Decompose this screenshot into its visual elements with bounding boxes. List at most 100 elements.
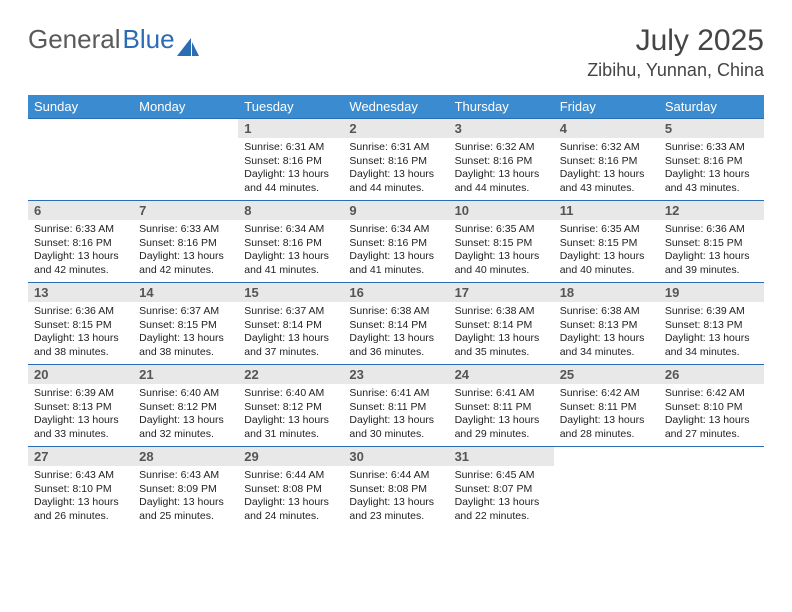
- sunrise-line: Sunrise: 6:41 AM: [349, 387, 442, 401]
- day-number: 23: [343, 365, 448, 384]
- sunrise-line: Sunrise: 6:34 AM: [349, 223, 442, 237]
- day-number: 22: [238, 365, 343, 384]
- sunset-line: Sunset: 8:08 PM: [349, 483, 442, 497]
- daylight-line: Daylight: 13 hours and 44 minutes.: [455, 168, 548, 195]
- day-number: 18: [554, 283, 659, 302]
- sunset-line: Sunset: 8:16 PM: [349, 237, 442, 251]
- calendar-row: 27Sunrise: 6:43 AMSunset: 8:10 PMDayligh…: [28, 447, 764, 529]
- weekday-header: Tuesday: [238, 95, 343, 119]
- sunrise-line: Sunrise: 6:43 AM: [34, 469, 127, 483]
- calendar-cell: 29Sunrise: 6:44 AMSunset: 8:08 PMDayligh…: [238, 447, 343, 529]
- sunset-line: Sunset: 8:14 PM: [455, 319, 548, 333]
- sunrise-line: Sunrise: 6:32 AM: [560, 141, 653, 155]
- sunrise-line: Sunrise: 6:39 AM: [665, 305, 758, 319]
- daylight-line: Daylight: 13 hours and 43 minutes.: [665, 168, 758, 195]
- day-number: 20: [28, 365, 133, 384]
- daylight-line: Daylight: 13 hours and 29 minutes.: [455, 414, 548, 441]
- day-number: 10: [449, 201, 554, 220]
- day-details: Sunrise: 6:40 AMSunset: 8:12 PMDaylight:…: [238, 384, 343, 446]
- calendar-cell: 25Sunrise: 6:42 AMSunset: 8:11 PMDayligh…: [554, 365, 659, 447]
- sunrise-line: Sunrise: 6:36 AM: [34, 305, 127, 319]
- sunrise-line: Sunrise: 6:33 AM: [34, 223, 127, 237]
- sunrise-line: Sunrise: 6:32 AM: [455, 141, 548, 155]
- sunrise-line: Sunrise: 6:45 AM: [455, 469, 548, 483]
- daylight-line: Daylight: 13 hours and 35 minutes.: [455, 332, 548, 359]
- day-number: 30: [343, 447, 448, 466]
- daylight-line: Daylight: 13 hours and 38 minutes.: [139, 332, 232, 359]
- weekday-header: Friday: [554, 95, 659, 119]
- daylight-line: Daylight: 13 hours and 23 minutes.: [349, 496, 442, 523]
- day-number: 8: [238, 201, 343, 220]
- sunset-line: Sunset: 8:12 PM: [244, 401, 337, 415]
- sunset-line: Sunset: 8:15 PM: [139, 319, 232, 333]
- day-number: 15: [238, 283, 343, 302]
- day-details: Sunrise: 6:37 AMSunset: 8:14 PMDaylight:…: [238, 302, 343, 364]
- sunset-line: Sunset: 8:11 PM: [455, 401, 548, 415]
- sunset-line: Sunset: 8:16 PM: [455, 155, 548, 169]
- day-details: Sunrise: 6:34 AMSunset: 8:16 PMDaylight:…: [343, 220, 448, 282]
- day-number: 1: [238, 119, 343, 138]
- calendar-cell: 31Sunrise: 6:45 AMSunset: 8:07 PMDayligh…: [449, 447, 554, 529]
- sunrise-line: Sunrise: 6:38 AM: [455, 305, 548, 319]
- calendar-cell: 15Sunrise: 6:37 AMSunset: 8:14 PMDayligh…: [238, 283, 343, 365]
- sunset-line: Sunset: 8:09 PM: [139, 483, 232, 497]
- sunset-line: Sunset: 8:16 PM: [34, 237, 127, 251]
- daylight-line: Daylight: 13 hours and 34 minutes.: [665, 332, 758, 359]
- calendar-cell: 16Sunrise: 6:38 AMSunset: 8:14 PMDayligh…: [343, 283, 448, 365]
- sunset-line: Sunset: 8:08 PM: [244, 483, 337, 497]
- day-number: 27: [28, 447, 133, 466]
- calendar-cell-empty: [554, 447, 659, 529]
- header: GeneralBlue July 2025 Zibihu, Yunnan, Ch…: [28, 24, 764, 81]
- day-number: 6: [28, 201, 133, 220]
- sunrise-line: Sunrise: 6:36 AM: [665, 223, 758, 237]
- calendar-cell: 19Sunrise: 6:39 AMSunset: 8:13 PMDayligh…: [659, 283, 764, 365]
- sunrise-line: Sunrise: 6:31 AM: [244, 141, 337, 155]
- calendar-cell: 20Sunrise: 6:39 AMSunset: 8:13 PMDayligh…: [28, 365, 133, 447]
- logo-text-blue: Blue: [123, 24, 175, 54]
- calendar-row: 13Sunrise: 6:36 AMSunset: 8:15 PMDayligh…: [28, 283, 764, 365]
- daylight-line: Daylight: 13 hours and 24 minutes.: [244, 496, 337, 523]
- sunset-line: Sunset: 8:12 PM: [139, 401, 232, 415]
- daylight-line: Daylight: 13 hours and 36 minutes.: [349, 332, 442, 359]
- daylight-line: Daylight: 13 hours and 44 minutes.: [244, 168, 337, 195]
- day-number: 12: [659, 201, 764, 220]
- day-details: Sunrise: 6:43 AMSunset: 8:10 PMDaylight:…: [28, 466, 133, 528]
- day-details: Sunrise: 6:32 AMSunset: 8:16 PMDaylight:…: [554, 138, 659, 200]
- weekday-header-row: SundayMondayTuesdayWednesdayThursdayFrid…: [28, 95, 764, 119]
- daylight-line: Daylight: 13 hours and 27 minutes.: [665, 414, 758, 441]
- calendar-cell: 7Sunrise: 6:33 AMSunset: 8:16 PMDaylight…: [133, 201, 238, 283]
- logo-sail-icon: [177, 32, 199, 50]
- sunrise-line: Sunrise: 6:39 AM: [34, 387, 127, 401]
- day-details: Sunrise: 6:39 AMSunset: 8:13 PMDaylight:…: [659, 302, 764, 364]
- sunset-line: Sunset: 8:07 PM: [455, 483, 548, 497]
- calendar-table: SundayMondayTuesdayWednesdayThursdayFrid…: [28, 95, 764, 529]
- logo: GeneralBlue: [28, 24, 199, 55]
- calendar-cell: 4Sunrise: 6:32 AMSunset: 8:16 PMDaylight…: [554, 119, 659, 201]
- calendar-body: 1Sunrise: 6:31 AMSunset: 8:16 PMDaylight…: [28, 119, 764, 529]
- day-details: Sunrise: 6:39 AMSunset: 8:13 PMDaylight:…: [28, 384, 133, 446]
- day-number: 29: [238, 447, 343, 466]
- sunrise-line: Sunrise: 6:38 AM: [560, 305, 653, 319]
- sunrise-line: Sunrise: 6:31 AM: [349, 141, 442, 155]
- sunset-line: Sunset: 8:15 PM: [665, 237, 758, 251]
- day-number: 21: [133, 365, 238, 384]
- day-details: Sunrise: 6:41 AMSunset: 8:11 PMDaylight:…: [343, 384, 448, 446]
- daylight-line: Daylight: 13 hours and 40 minutes.: [560, 250, 653, 277]
- sunrise-line: Sunrise: 6:33 AM: [665, 141, 758, 155]
- day-details: Sunrise: 6:35 AMSunset: 8:15 PMDaylight:…: [554, 220, 659, 282]
- day-details: Sunrise: 6:43 AMSunset: 8:09 PMDaylight:…: [133, 466, 238, 528]
- sunrise-line: Sunrise: 6:37 AM: [139, 305, 232, 319]
- calendar-cell: 13Sunrise: 6:36 AMSunset: 8:15 PMDayligh…: [28, 283, 133, 365]
- calendar-cell: 14Sunrise: 6:37 AMSunset: 8:15 PMDayligh…: [133, 283, 238, 365]
- calendar-cell-empty: [133, 119, 238, 201]
- calendar-cell: 9Sunrise: 6:34 AMSunset: 8:16 PMDaylight…: [343, 201, 448, 283]
- daylight-line: Daylight: 13 hours and 40 minutes.: [455, 250, 548, 277]
- sunset-line: Sunset: 8:13 PM: [665, 319, 758, 333]
- sunrise-line: Sunrise: 6:38 AM: [349, 305, 442, 319]
- calendar-cell: 18Sunrise: 6:38 AMSunset: 8:13 PMDayligh…: [554, 283, 659, 365]
- sunset-line: Sunset: 8:16 PM: [665, 155, 758, 169]
- calendar-cell: 5Sunrise: 6:33 AMSunset: 8:16 PMDaylight…: [659, 119, 764, 201]
- day-details: Sunrise: 6:33 AMSunset: 8:16 PMDaylight:…: [28, 220, 133, 282]
- day-number: 11: [554, 201, 659, 220]
- sunrise-line: Sunrise: 6:35 AM: [560, 223, 653, 237]
